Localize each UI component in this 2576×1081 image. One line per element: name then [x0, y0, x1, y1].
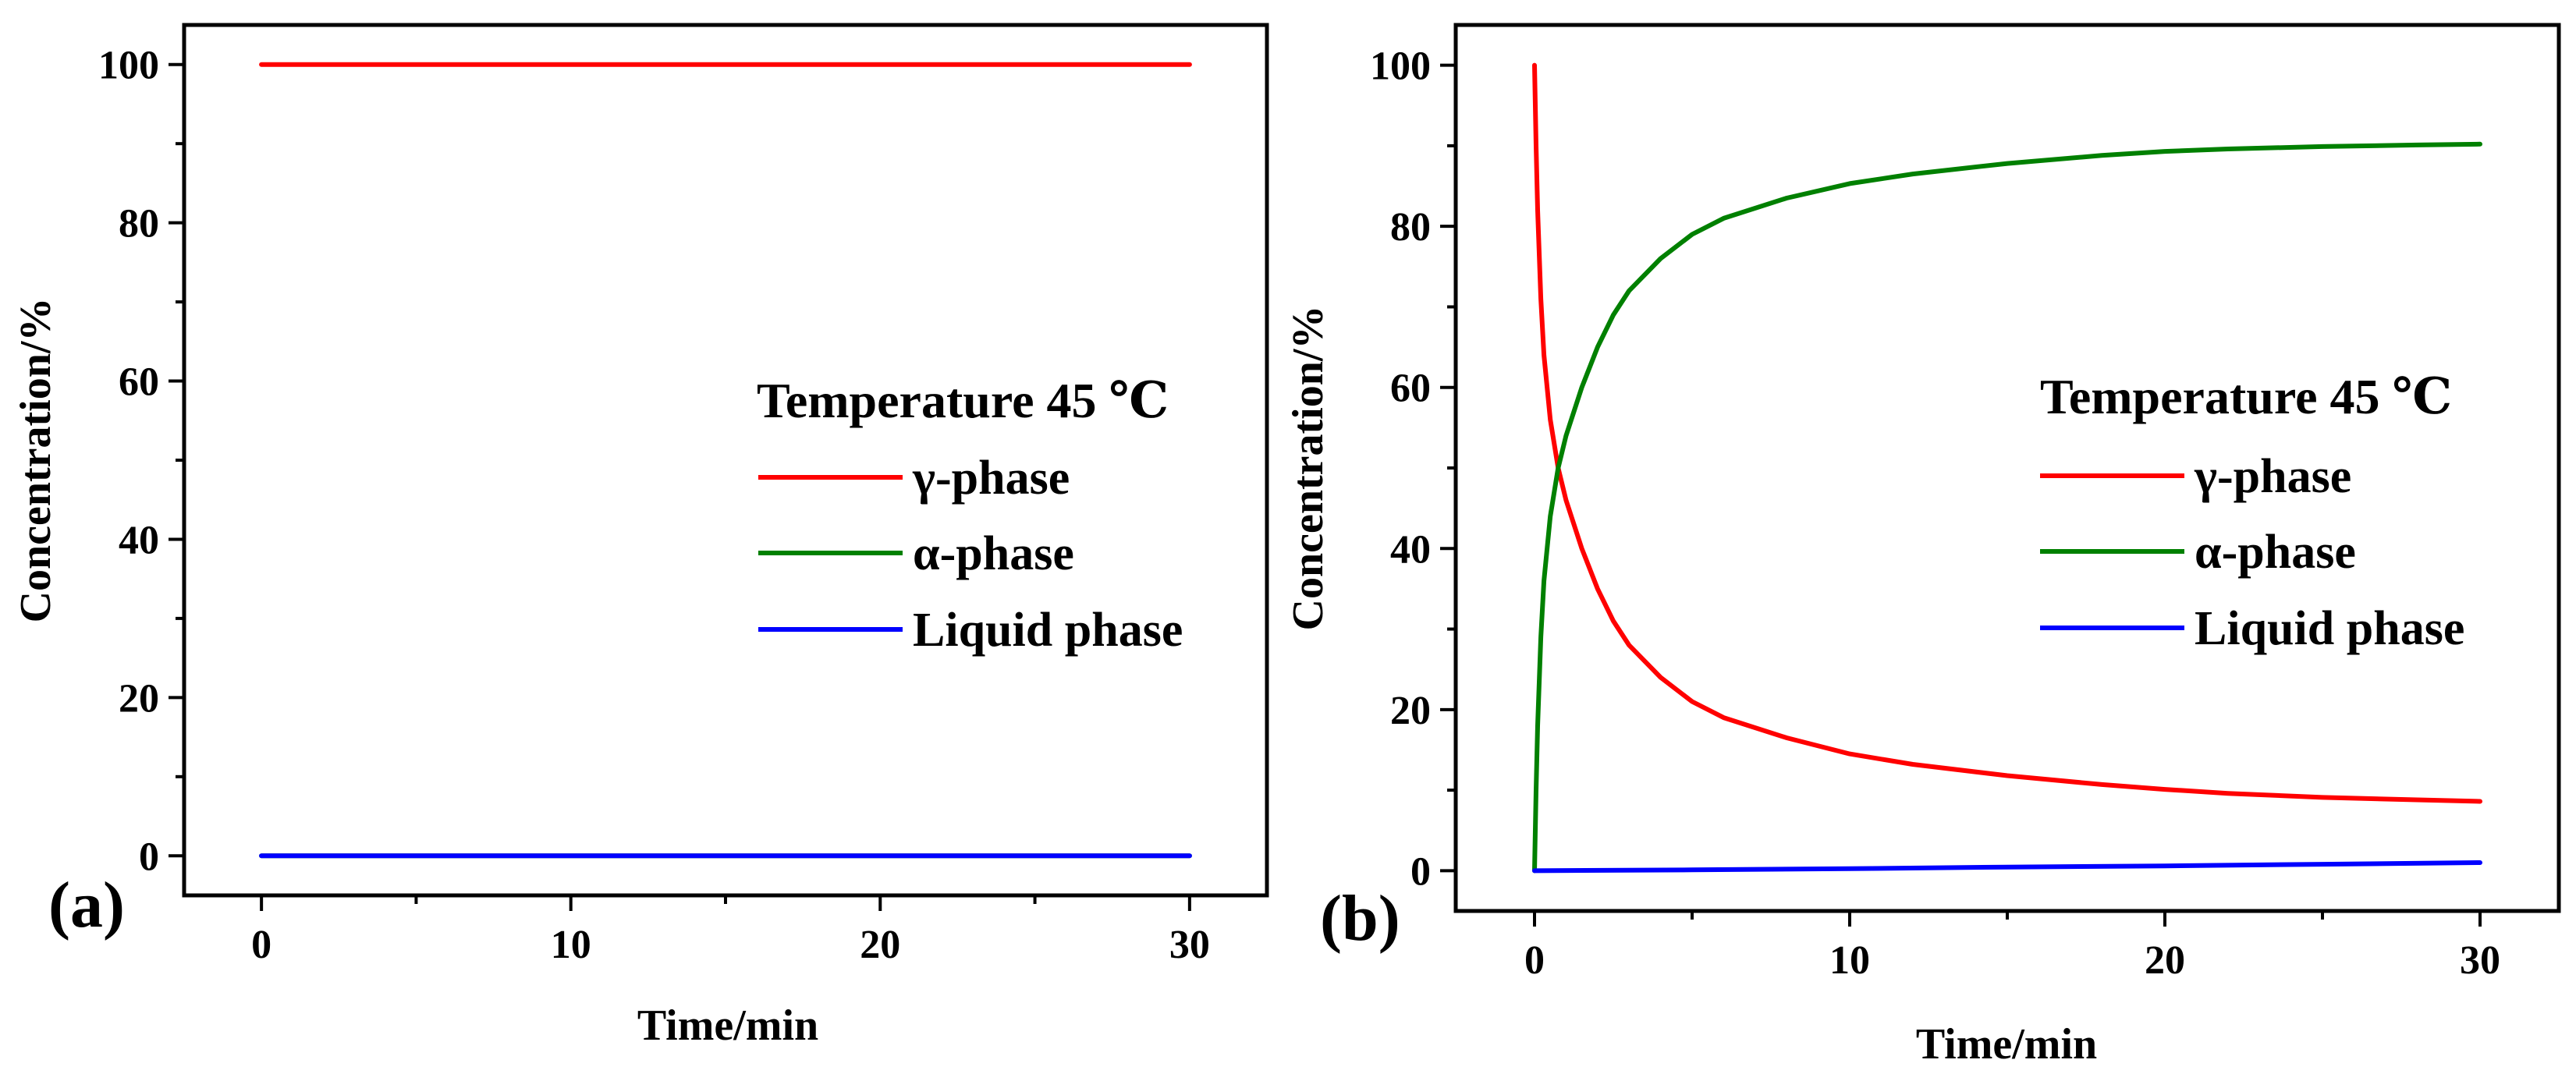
series-line-liquid	[1532, 860, 2482, 874]
panel-b: 0 10 20 30 0 20 40 60 80 100 Time/min Concentration…	[1284, 23, 2561, 1069]
y-tick-label: 60	[1390, 367, 1431, 411]
panel-label: (b)	[1320, 882, 1400, 955]
y-tick-label: 40	[1390, 527, 1431, 572]
axes-frame	[1453, 23, 2561, 913]
y-axis-title: Concentration/%	[1284, 306, 1332, 631]
axes-frame	[182, 23, 1269, 898]
y-tick-label: 80	[1390, 205, 1431, 250]
x-tick-label: 0	[251, 923, 271, 967]
legend-label: Liquid phase	[913, 604, 1183, 657]
y-tick-label: 100	[98, 44, 159, 88]
y-tick-label: 40	[119, 518, 159, 562]
panel-a: 0 10 20 30 0 20 40 60 80 100 Time/min Concentration…	[12, 23, 1269, 1050]
legend-title: Temperature 45 ℃	[757, 373, 1169, 428]
series-line-gamma	[1532, 62, 2482, 804]
panel-label: (a)	[48, 869, 125, 941]
legend-label: α-phase	[913, 527, 1074, 580]
x-tick-label: 10	[551, 923, 591, 967]
y-axis-title: Concentration/%	[12, 298, 60, 623]
y-tick-label: 100	[1370, 44, 1431, 89]
x-tick-label: 10	[1829, 938, 1870, 983]
legend-label: γ-phase	[912, 452, 1070, 505]
x-tick-label: 0	[1524, 938, 1545, 983]
legend-label: α-phase	[2195, 526, 2356, 579]
series-line-alpha	[1532, 141, 2482, 874]
y-tick-label: 20	[1390, 689, 1431, 733]
x-axis-title: Time/min	[1916, 1020, 2097, 1069]
x-axis-title: Time/min	[637, 1001, 818, 1050]
y-tick-label: 0	[1410, 849, 1431, 894]
x-tick-label: 20	[860, 923, 900, 967]
legend-label: γ-phase	[2194, 450, 2351, 503]
x-tick-label: 30	[2460, 938, 2500, 983]
legend-label: Liquid phase	[2195, 602, 2464, 655]
y-tick-label: 20	[119, 676, 159, 721]
x-tick-label: 30	[1169, 923, 1210, 967]
y-tick-label: 80	[119, 202, 159, 246]
y-tick-label: 0	[139, 835, 159, 879]
legend-title: Temperature 45 ℃	[2040, 369, 2452, 424]
x-tick-label: 20	[2145, 938, 2185, 983]
y-tick-label: 60	[119, 360, 159, 405]
